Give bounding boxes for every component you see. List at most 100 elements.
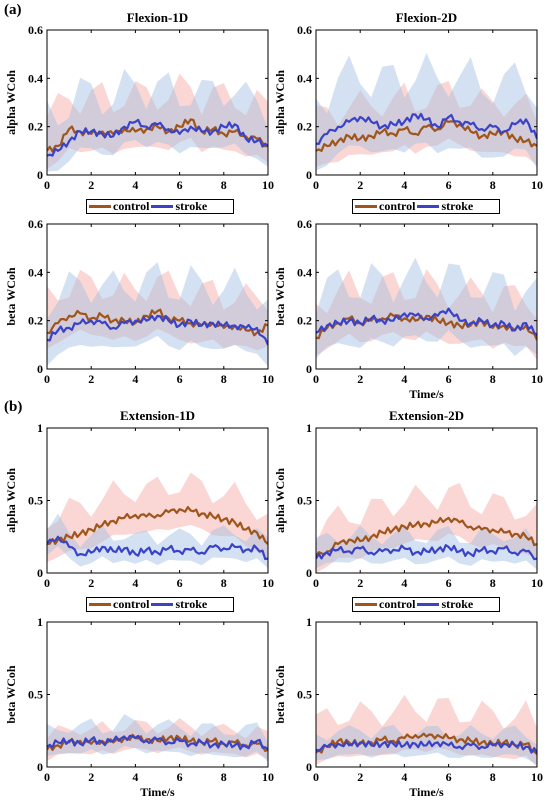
legend-label-stroke: stroke xyxy=(441,597,474,611)
chart-panel: 0 2 4 6 8 10 0 0.5 1 Extension-2D alpha WCoh xyxy=(273,408,543,590)
x-axis-label: Time/s xyxy=(409,785,444,799)
legend-label-control: control xyxy=(379,199,416,213)
series-line-stroke xyxy=(316,112,537,145)
y-tick-label: 0 xyxy=(306,760,312,774)
plot-area xyxy=(47,472,268,569)
y-tick-label: 0.2 xyxy=(297,120,312,134)
y-axis-label: alpha WCoh xyxy=(273,468,287,533)
x-tick-label: 6 xyxy=(446,178,452,192)
x-tick-label: 6 xyxy=(177,576,183,590)
legend-swatch-control xyxy=(355,205,377,208)
legend-label-stroke: stroke xyxy=(441,199,474,213)
x-tick-label: 6 xyxy=(446,576,452,590)
x-tick-label: 2 xyxy=(88,576,94,590)
x-tick-label: 6 xyxy=(446,372,452,386)
y-tick-label: 0.6 xyxy=(297,23,312,37)
x-tick-label: 2 xyxy=(357,576,363,590)
plot-area xyxy=(47,262,268,367)
y-tick-label: 0.2 xyxy=(28,120,43,134)
x-tick-label: 0 xyxy=(44,770,50,784)
x-tick-label: 4 xyxy=(401,372,407,386)
band-stroke xyxy=(47,513,268,569)
x-tick-label: 10 xyxy=(531,770,543,784)
y-tick-label: 0.5 xyxy=(28,688,43,702)
legend-swatch-control xyxy=(355,603,377,606)
y-tick-label: 0.2 xyxy=(297,314,312,328)
x-tick-label: 0 xyxy=(313,178,319,192)
legend-item-control: control xyxy=(355,199,415,214)
x-tick-label: 10 xyxy=(262,372,274,386)
y-tick-label: 0.5 xyxy=(297,688,312,702)
x-tick-label: 8 xyxy=(490,576,496,590)
series-line-control xyxy=(47,506,268,546)
band-stroke xyxy=(47,68,268,172)
series-line-stroke xyxy=(47,535,268,561)
x-tick-label: 10 xyxy=(531,178,543,192)
band-stroke xyxy=(316,53,537,171)
band-control xyxy=(47,73,268,169)
band-stroke xyxy=(316,257,537,359)
x-tick-label: 0 xyxy=(44,372,50,386)
y-tick-label: 1 xyxy=(306,615,312,629)
legend-item-stroke: stroke xyxy=(151,199,207,214)
plot-area xyxy=(316,694,537,767)
y-tick-label: 0.2 xyxy=(28,314,43,328)
axes-frame xyxy=(46,29,269,176)
legend-item-control: control xyxy=(89,199,149,214)
series-line-stroke xyxy=(316,740,537,754)
series-line-stroke xyxy=(47,734,268,751)
x-tick-label: 8 xyxy=(490,178,496,192)
x-tick-label: 8 xyxy=(490,372,496,386)
x-tick-label: 10 xyxy=(262,178,274,192)
chart-panel: 0 2 4 6 8 10 0 0.2 0.4 0.6 beta WCoh xyxy=(4,217,274,386)
legend-label-stroke: stroke xyxy=(175,199,208,213)
y-axis-label: alpha WCoh xyxy=(273,70,287,135)
y-tick-label: 0 xyxy=(37,760,43,774)
x-tick-label: 4 xyxy=(401,576,407,590)
x-tick-label: 0 xyxy=(44,178,50,192)
y-tick-label: 0 xyxy=(37,566,43,580)
legend-swatch-control xyxy=(89,603,111,606)
legend-extension-1d: control stroke xyxy=(86,597,234,612)
x-tick-label: 8 xyxy=(221,770,227,784)
x-tick-label: 6 xyxy=(446,770,452,784)
x-tick-label: 10 xyxy=(262,576,274,590)
y-tick-label: 0.5 xyxy=(297,494,312,508)
legend-swatch-stroke xyxy=(417,205,440,208)
series-line-stroke xyxy=(316,307,537,337)
chart-panel: 0 2 4 6 8 10 0 0.2 0.4 0.6 Flexion-1D alpha WCoh xyxy=(4,10,274,192)
x-tick-label: 8 xyxy=(221,178,227,192)
x-axis-label: Time/s xyxy=(140,785,175,799)
legend-swatch-control xyxy=(89,205,111,208)
legend-swatch-stroke xyxy=(417,603,440,606)
series-line-control xyxy=(47,308,268,337)
y-axis-label: beta WCoh xyxy=(4,665,18,723)
x-tick-label: 10 xyxy=(531,372,543,386)
chart-title: Flexion-2D xyxy=(396,10,457,25)
chart-panel: 0 2 4 6 8 10 0 0.5 1 Extension-1D alpha WCoh xyxy=(4,408,274,590)
band-control xyxy=(47,472,268,563)
x-tick-label: 4 xyxy=(401,178,407,192)
x-tick-label: 2 xyxy=(357,770,363,784)
y-tick-label: 0.6 xyxy=(28,23,43,37)
legend-flexion-1d: control stroke xyxy=(86,199,234,214)
series-line-control xyxy=(316,312,537,341)
y-tick-label: 0 xyxy=(37,168,43,182)
band-control xyxy=(316,482,537,573)
y-tick-label: 0 xyxy=(306,566,312,580)
y-tick-label: 0.4 xyxy=(28,265,43,279)
plot-area xyxy=(316,257,537,360)
legend-extension-2d: control stroke xyxy=(352,597,500,612)
chart-title: Extension-1D xyxy=(120,408,195,423)
y-axis-label: alpha WCoh xyxy=(4,70,18,135)
axes-frame xyxy=(315,223,538,370)
x-tick-label: 2 xyxy=(357,178,363,192)
x-tick-label: 2 xyxy=(88,770,94,784)
chart-panel: 0 2 4 6 8 10 0 0.2 0.4 0.6 beta WCoh Time/s xyxy=(273,217,543,401)
x-tick-label: 8 xyxy=(490,770,496,784)
legend-flexion-2d: control stroke xyxy=(352,199,500,214)
y-tick-label: 0.4 xyxy=(297,71,312,85)
band-control xyxy=(316,269,537,360)
y-tick-label: 0.6 xyxy=(297,217,312,231)
